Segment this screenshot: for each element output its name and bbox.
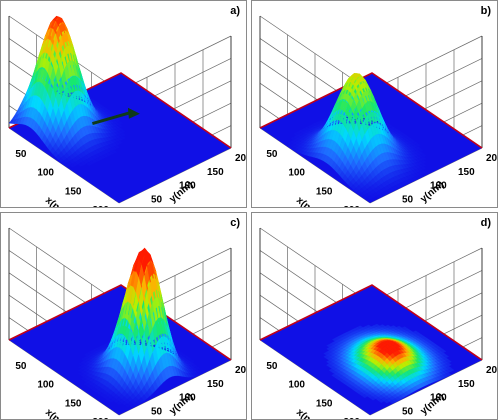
x-tick-label: 100 — [37, 168, 54, 179]
surface-cell — [117, 121, 124, 125]
x-tick-label: 50 — [266, 149, 278, 160]
x-tick-label: 200 — [92, 417, 109, 420]
surface-cell — [420, 169, 427, 174]
surface-plot-c: 050100150200050100150200x(nm)y(nm) — [8, 227, 247, 420]
surface-cell — [445, 372, 452, 377]
arrow-head — [127, 107, 140, 119]
x-tick-label: 50 — [266, 361, 278, 372]
floor-edge — [8, 284, 232, 361]
y-tick-label: 200 — [486, 365, 498, 376]
x-tick-label: 100 — [37, 380, 54, 391]
panel-label-a: a) — [230, 5, 240, 17]
surface — [287, 73, 427, 200]
x-tick-label: 150 — [65, 398, 82, 409]
direction-arrow — [91, 111, 131, 125]
x-tick-label: 100 — [288, 380, 305, 391]
surface-plot-a: 050100150200050100150200x(nm)y(nm) — [8, 15, 247, 208]
surface-cell — [439, 349, 447, 353]
y-tick-label: 50 — [151, 194, 163, 205]
x-tick-label: 150 — [316, 398, 333, 409]
y-tick-label: 50 — [402, 406, 414, 417]
surface-cell — [445, 362, 452, 367]
x-tick-label: 150 — [316, 186, 333, 197]
panel-d: 050100150200050100150200x(nm)y(nm) d) — [251, 212, 498, 420]
surface-cell — [116, 124, 124, 128]
y-tick-label: 150 — [458, 167, 475, 178]
y-tick-label: 200 — [486, 153, 498, 164]
surface-cell — [420, 159, 427, 164]
y-tick-label: 200 — [235, 153, 247, 164]
y-tick-label: 150 — [207, 379, 224, 390]
surface-cell — [420, 166, 427, 171]
surface — [77, 247, 204, 409]
panel-label-d: d) — [480, 217, 491, 229]
x-tick-label: 150 — [65, 186, 82, 197]
x-tick-label: 200 — [343, 417, 360, 420]
y-tick-label: 150 — [207, 167, 224, 178]
surface — [8, 15, 126, 168]
surface-cell — [420, 153, 427, 158]
x-tick-label: 50 — [15, 149, 27, 160]
floor-edge — [259, 284, 483, 361]
surface-cell — [196, 371, 204, 375]
surface-cell — [420, 156, 427, 161]
surface-cell — [188, 359, 196, 363]
surface-cell — [119, 129, 126, 134]
surface-cell — [116, 140, 124, 145]
panel-c: 050100150200050100150200x(nm)y(nm) c) — [0, 212, 247, 420]
y-tick-label: 100 — [179, 393, 196, 404]
surface-cell — [119, 132, 126, 137]
surface-cell — [417, 174, 424, 179]
floor-edge — [259, 72, 483, 149]
surface-cell — [113, 144, 121, 149]
y-tick-label: 100 — [430, 181, 447, 192]
surface-plot-b: 050100150200050100150200x(nm)y(nm) — [259, 15, 498, 208]
x-tick-label: 200 — [343, 205, 360, 208]
y-tick-label: 50 — [402, 194, 414, 205]
surface-cell — [448, 367, 455, 372]
y-tick-label: 200 — [235, 365, 247, 376]
x-tick-label: 200 — [92, 205, 109, 208]
surface-cell — [445, 359, 452, 364]
panel-label-b: b) — [480, 5, 491, 17]
panel-label-c: c) — [230, 217, 240, 229]
surface — [323, 323, 455, 404]
surface-cell — [119, 135, 126, 140]
panel-b: 050100150200050100150200x(nm)y(nm) b) — [251, 0, 498, 208]
panel-a: 050100150200050100150200x(nm)y(nm) a) — [0, 0, 247, 208]
surface-cell — [420, 163, 427, 167]
x-tick-label: 50 — [15, 361, 27, 372]
y-tick-label: 50 — [151, 406, 163, 417]
surface-cell — [111, 149, 118, 154]
surface-cell — [417, 148, 425, 152]
y-tick-label: 100 — [179, 181, 196, 192]
y-tick-label: 150 — [458, 379, 475, 390]
surface-plot-d: 050100150200050100150200x(nm)y(nm) — [259, 227, 498, 420]
y-tick-label: 100 — [430, 393, 447, 404]
x-tick-label: 100 — [288, 168, 305, 179]
surface-cell — [442, 354, 450, 358]
surface-cell — [194, 366, 201, 370]
surface-cell — [414, 143, 422, 147]
